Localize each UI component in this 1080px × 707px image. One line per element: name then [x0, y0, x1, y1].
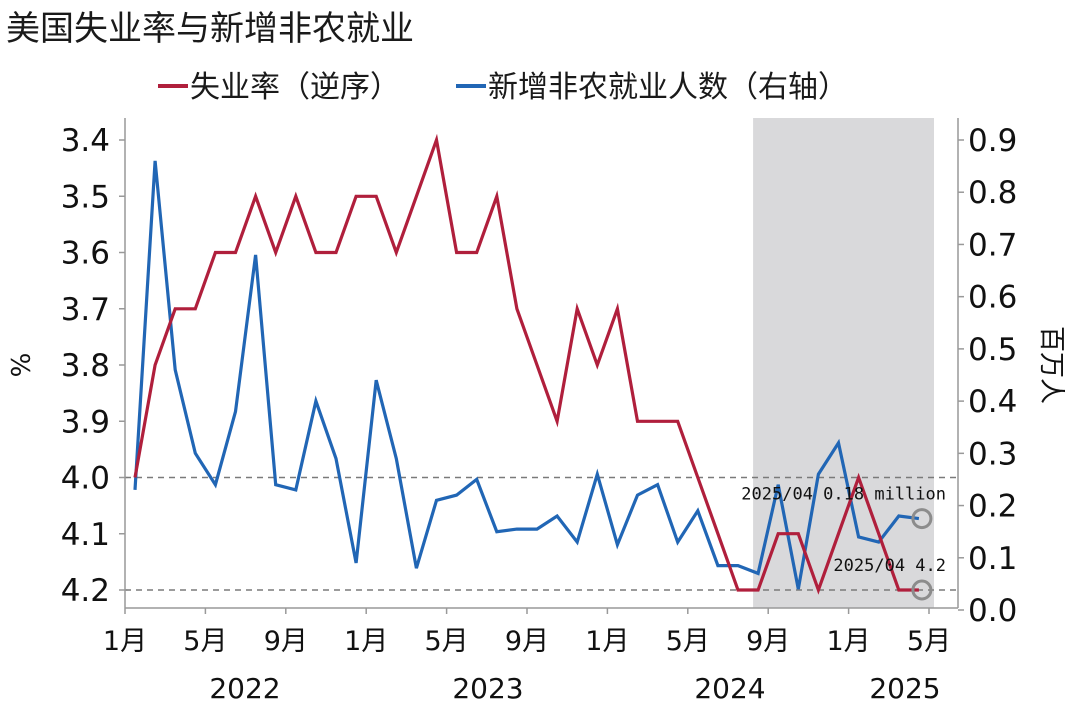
x-tick-label: 1月	[827, 626, 871, 657]
left-tick-label: 3.7	[61, 292, 110, 328]
x-tick-labels: 1月 5月 9月 1月 5月 9月 1月 5月 9月 1月 5月	[103, 608, 951, 657]
annotations: 2025/04 0.18 million 2025/04 4.2	[741, 485, 946, 601]
right-tick-label: 0.0	[968, 593, 1017, 629]
x-tick-label: 9月	[505, 626, 549, 657]
left-tick-label: 4.0	[61, 461, 110, 497]
payrolls-line	[133, 160, 920, 590]
year-label: 2023	[452, 672, 523, 705]
legend: 失业率（逆序） 新增非农就业人数（右轴）	[158, 70, 848, 105]
shaded-region	[753, 118, 934, 608]
year-label: 2024	[694, 672, 765, 705]
left-axis-title: %	[7, 353, 37, 378]
left-tick-label: 4.1	[61, 517, 110, 553]
unemployment-line	[133, 133, 919, 595]
right-tick-label: 0.2	[968, 489, 1017, 525]
year-label: 2025	[869, 672, 940, 705]
right-tick-label: 0.6	[968, 280, 1017, 316]
left-tick-labels: 3.4 3.5 3.6 3.7 3.8 3.9 4.0 4.1 4.2	[61, 123, 125, 609]
left-tick-label: 3.8	[61, 348, 110, 384]
right-tick-label: 0.7	[968, 227, 1017, 263]
annotation-label: 2025/04 0.18 million	[741, 485, 946, 505]
legend-label-unemployment: 失业率（逆序）	[190, 70, 400, 105]
annotation-label: 2025/04 4.2	[833, 556, 946, 576]
legend-label-payrolls: 新增非农就业人数（右轴）	[488, 70, 848, 105]
x-tick-label: 5月	[666, 626, 710, 657]
x-tick-label: 5月	[425, 626, 469, 657]
chart-title: 美国失业率与新增非农就业	[6, 9, 414, 49]
x-tick-label: 5月	[907, 626, 951, 657]
right-tick-labels: 0.0 0.1 0.2 0.3 0.4 0.5 0.6 0.7 0.8 0.9	[958, 123, 1017, 629]
left-tick-label: 3.9	[61, 404, 110, 440]
annotation-marker	[911, 508, 933, 530]
axes	[124, 118, 959, 609]
year-labels: 2022 2023 2024 2025	[209, 672, 940, 705]
year-label: 2022	[209, 672, 280, 705]
right-tick-label: 0.9	[968, 123, 1017, 159]
x-tick-label: 1月	[103, 626, 147, 657]
right-tick-label: 0.8	[968, 175, 1017, 211]
x-tick-label: 9月	[264, 626, 308, 657]
annotation-marker	[911, 579, 933, 601]
x-tick-label: 5月	[183, 626, 227, 657]
left-tick-label: 3.6	[61, 236, 110, 272]
left-tick-label: 4.2	[61, 573, 110, 609]
left-tick-label: 3.4	[61, 123, 110, 159]
x-tick-label: 1月	[344, 626, 388, 657]
left-tick-label: 3.5	[61, 179, 110, 215]
right-tick-label: 0.1	[968, 541, 1017, 577]
right-tick-label: 0.3	[968, 436, 1017, 472]
right-axis-title: 百万人	[1036, 326, 1066, 404]
right-tick-label: 0.4	[968, 384, 1017, 420]
x-tick-label: 9月	[746, 626, 790, 657]
right-tick-label: 0.5	[968, 332, 1017, 368]
series-layer	[133, 133, 920, 595]
x-tick-label: 1月	[585, 626, 629, 657]
